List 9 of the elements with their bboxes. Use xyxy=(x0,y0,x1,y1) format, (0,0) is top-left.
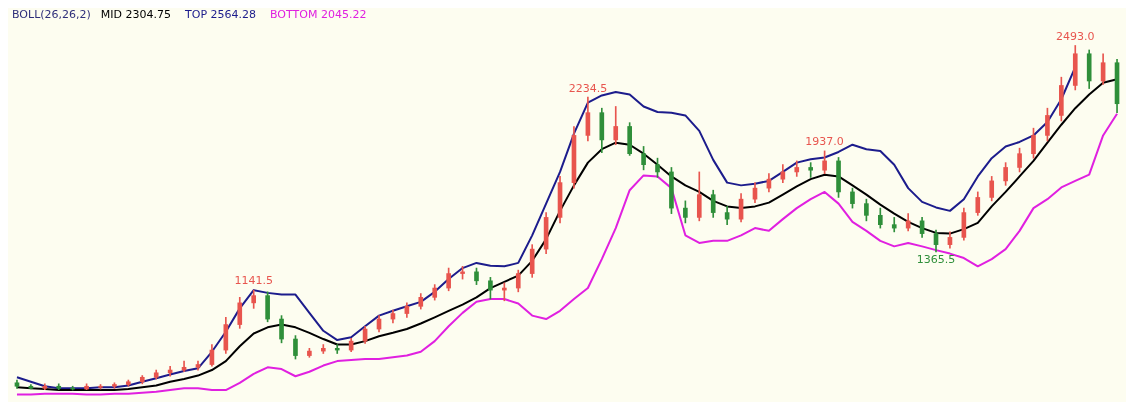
text: TOP 2564.28 xyxy=(184,8,257,22)
annotation: 2234.5 xyxy=(568,81,608,95)
annotation: 1141.5 xyxy=(234,274,273,288)
text: MID 2304.75 xyxy=(100,8,172,22)
text: BOTTOM 2045.22 xyxy=(270,8,367,22)
annotation: 1365.5 xyxy=(916,253,956,267)
annotation: 2493.0 xyxy=(1056,29,1095,43)
annotation: 1937.0 xyxy=(805,135,844,149)
chart-title: BOLL(26,26,2) xyxy=(12,8,91,22)
